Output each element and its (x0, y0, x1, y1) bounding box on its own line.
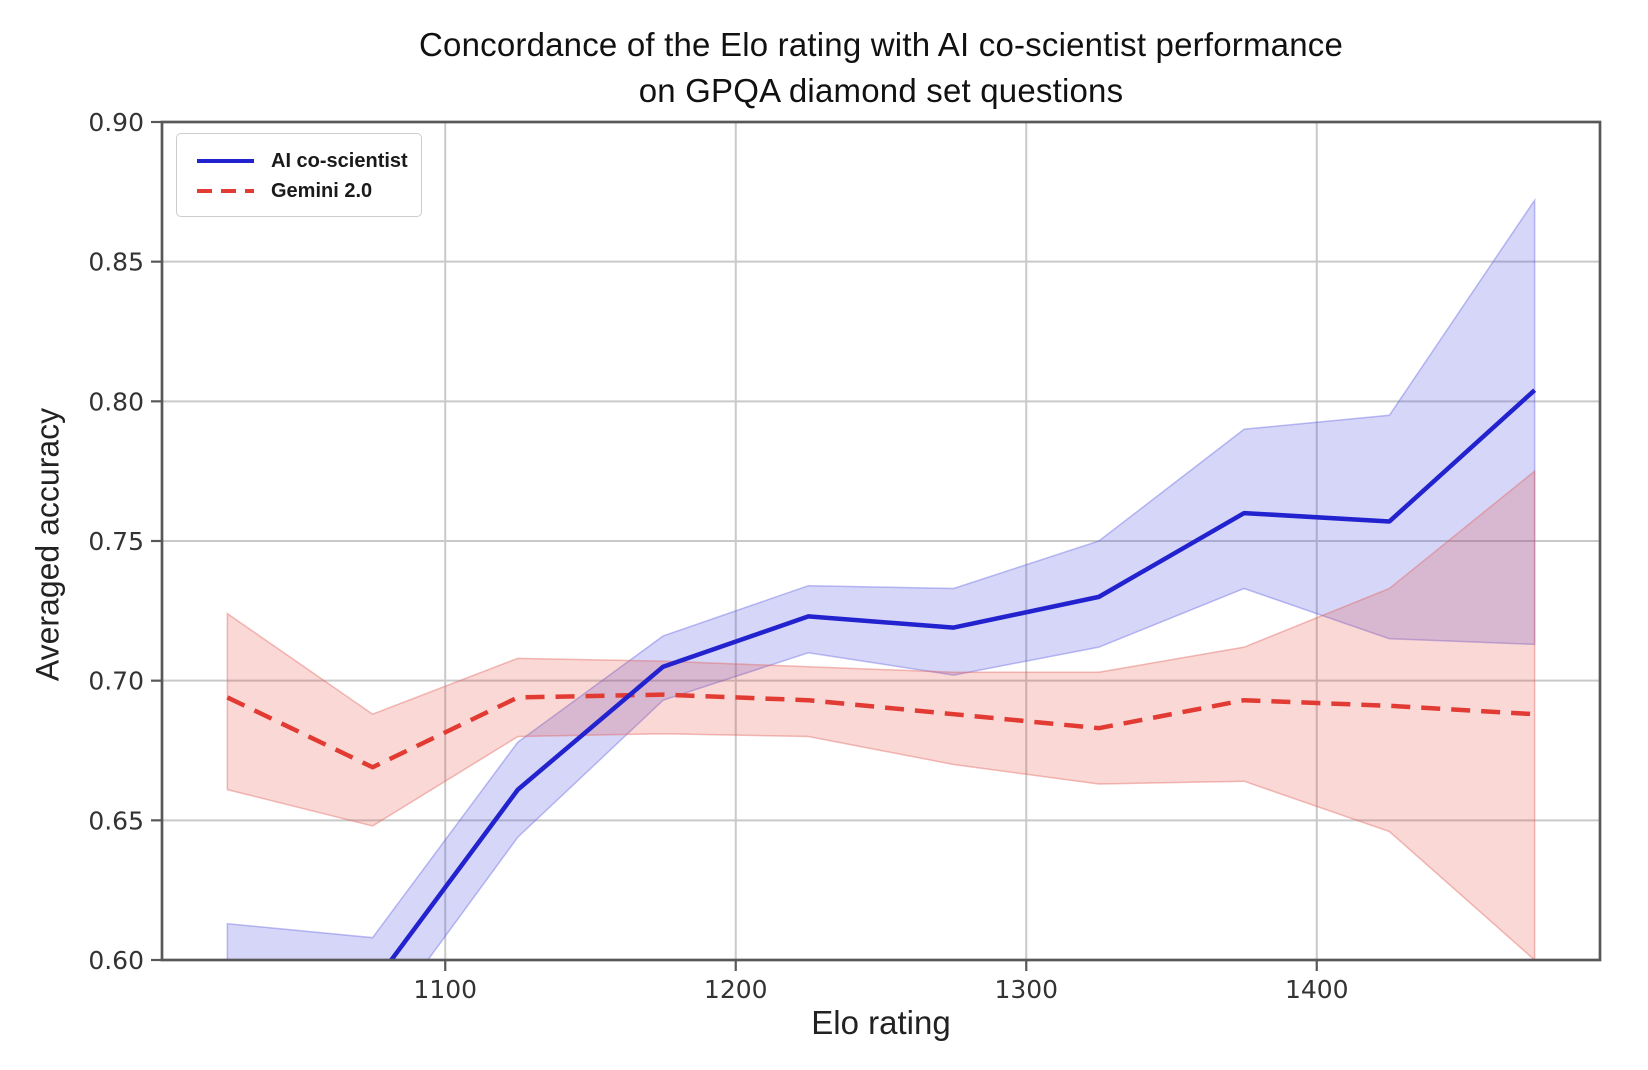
x-tick-label: 1300 (994, 975, 1058, 1004)
y-tick-label: 0.80 (88, 387, 144, 416)
legend-item-ai-co-scientist: AI co-scientist (197, 148, 408, 174)
legend-label: Gemini 2.0 (271, 180, 373, 202)
confidence-band-gemini-2-0 (226, 469, 1536, 960)
y-tick-label: 0.85 (88, 248, 144, 277)
legend-line-sample-solid (197, 158, 254, 164)
x-tick-label: 1100 (413, 975, 477, 1004)
y-tick-label: 0.65 (88, 806, 144, 835)
confidence-band-ai-co-scientist (226, 197, 1536, 960)
series-line-gemini-2-0 (226, 692, 1535, 770)
chart-title-line2: on GPQA diamond set questions (638, 72, 1124, 109)
y-axis-label: Averaged accuracy (29, 407, 66, 682)
chart-title: Concordance of the Elo rating with AI co… (162, 22, 1600, 114)
y-tick-label: 0.75 (88, 527, 144, 556)
chart-title-line1: Concordance of the Elo rating with AI co… (418, 26, 1344, 63)
legend: AI co-scientist Gemini 2.0 (176, 133, 422, 217)
y-tick-label: 0.60 (88, 946, 144, 975)
legend-item-gemini: Gemini 2.0 (197, 178, 405, 204)
x-axis-label: Elo rating (811, 1004, 951, 1041)
x-tick-label: 1400 (1285, 975, 1349, 1004)
legend-line-sample-dashed (197, 188, 254, 194)
y-tick-label: 0.90 (88, 108, 144, 137)
y-tick-label: 0.70 (88, 667, 144, 696)
x-tick-label: 1200 (704, 975, 768, 1004)
series-line-ai-co-scientist (388, 388, 1537, 960)
legend-label: AI co-scientist (271, 150, 408, 172)
